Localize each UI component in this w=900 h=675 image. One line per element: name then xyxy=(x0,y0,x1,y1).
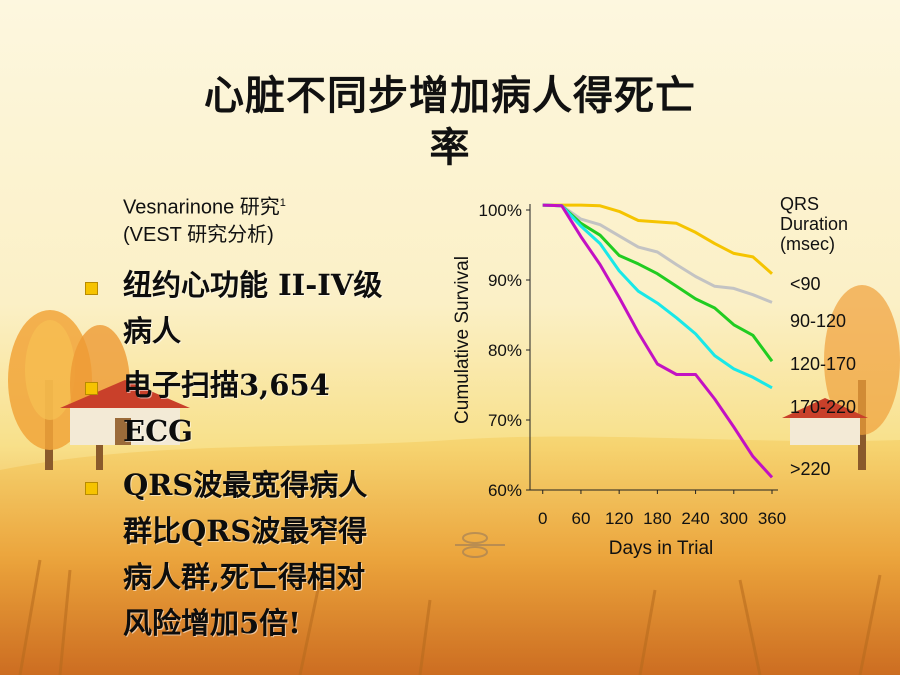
footnote-marker: 1 xyxy=(279,197,286,209)
legend-title-line: QRS xyxy=(780,194,819,214)
bullet-text: QRS波最宽得病人 群比QRS波最窄得 病人群,死亡得相对 风险增加5倍! xyxy=(123,462,383,646)
series-line xyxy=(542,203,773,304)
bullet-line: 电子扫描3,654 xyxy=(123,368,330,402)
right-tree-icon xyxy=(824,285,900,470)
bullet-square-icon xyxy=(85,482,98,495)
series-line xyxy=(542,203,773,275)
x-tick-label: 300 xyxy=(720,509,748,528)
bullet-line: ECG xyxy=(123,414,193,448)
farmhouse-icon xyxy=(60,380,190,445)
bullet-square-icon xyxy=(85,282,98,295)
dragonfly-icon xyxy=(455,532,505,558)
bullet-line: 病人群,死亡得相对 xyxy=(123,560,366,594)
bullet-line: 病人 xyxy=(123,314,182,348)
series-label: >220 xyxy=(790,459,831,479)
legend-title-line: Duration xyxy=(780,214,848,234)
y-tick-label: 60% xyxy=(488,481,522,500)
x-axis-label: Days in Trial xyxy=(609,538,714,559)
bullet-square-icon xyxy=(85,382,98,395)
y-tick-label: 90% xyxy=(488,271,522,290)
y-tick-label: 100% xyxy=(479,201,522,220)
bullet-line: 群比QRS波最窄得 xyxy=(123,514,368,548)
x-tick-label: 120 xyxy=(605,509,633,528)
series-label: 90-120 xyxy=(790,311,846,331)
x-tick-label: 60 xyxy=(571,509,590,528)
study-reference: Vesnarinone 研究1 (VEST 研究分析) xyxy=(123,190,286,249)
bullet-line: QRS波最宽得病人 xyxy=(123,468,368,502)
title-line-2: 率 xyxy=(429,124,471,171)
x-tick-label: 180 xyxy=(643,509,671,528)
study-line-1: Vesnarinone 研究1 xyxy=(123,190,286,222)
series-label: 120-170 xyxy=(790,354,856,374)
study-line-2: (VEST 研究分析) xyxy=(123,223,274,246)
bullet-text: 电子扫描3,654 ECG xyxy=(123,362,383,454)
bullet-text: 纽约心功能 II-IV级 病人 xyxy=(123,262,383,354)
bullet-line: 纽约心功能 II-IV级 xyxy=(123,268,383,302)
right-house-icon xyxy=(782,398,868,445)
series-line xyxy=(542,203,774,363)
series-line xyxy=(542,203,774,479)
series-label: <90 xyxy=(790,274,821,294)
x-tick-label: 360 xyxy=(758,509,786,528)
series-label: 170-220 xyxy=(790,397,856,417)
study-name: Vesnarinone 研究 xyxy=(123,196,280,219)
legend-title-line: (msec) xyxy=(780,234,835,254)
x-tick-label: 240 xyxy=(681,509,709,528)
slide-title: 心脏不同步增加病人得死亡 率 xyxy=(100,70,800,174)
x-tick-label: 0 xyxy=(538,509,547,528)
y-tick-label: 80% xyxy=(488,341,522,360)
survival-chart: 100% 90% 80% 70% 60% 0 60 120 180 240 300 360 Days i… xyxy=(452,194,856,559)
y-axis-label: Cumulative Survival xyxy=(452,256,473,424)
wheat-stalks xyxy=(18,559,882,675)
y-tick-label: 70% xyxy=(488,411,522,430)
bullet-line: 风险增加5倍! xyxy=(123,606,301,640)
series-line xyxy=(542,203,773,390)
title-line-1: 心脏不同步增加病人得死亡 xyxy=(204,72,696,119)
